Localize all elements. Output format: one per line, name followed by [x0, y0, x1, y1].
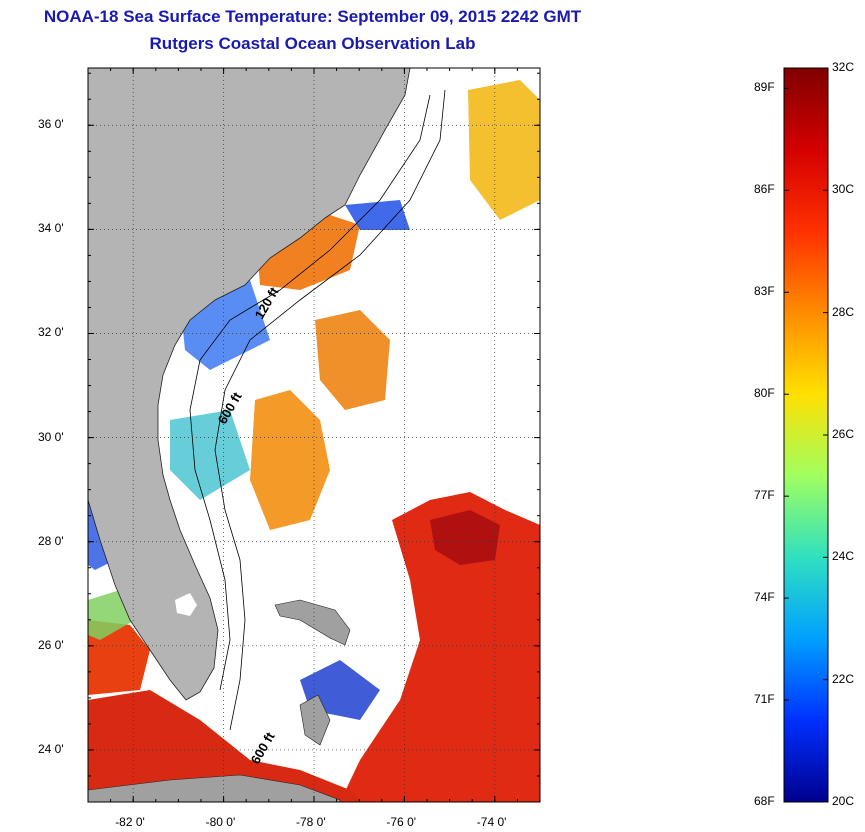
sst-patch-yellow-ne — [468, 80, 540, 220]
colorbar-fahrenheit-label: 89F — [754, 80, 775, 95]
colorbar-celsius-label: 28C — [832, 304, 855, 319]
island-cuba — [88, 774, 341, 802]
lon-tick-label: -74 0' — [476, 815, 507, 829]
colorbar-fahrenheit-label: 68F — [754, 794, 775, 808]
colorbar-celsius-label: 26C — [832, 427, 855, 441]
lat-tick-label: 30 0' — [38, 429, 64, 444]
lon-tick-label: -78 0' — [296, 815, 326, 829]
lat-tick-label: 34 0' — [38, 221, 64, 236]
colorbar-celsius-label: 22C — [832, 671, 855, 686]
lat-tick-label: 36 0' — [38, 117, 64, 132]
colorbar-gradient — [783, 67, 829, 803]
lat-tick-label: 26 0' — [38, 637, 64, 652]
graticule — [88, 68, 540, 802]
sst-patch-south-gulf — [88, 690, 360, 802]
colorbar-celsius-label: 20C — [832, 794, 855, 808]
colorbar-fahrenheit-label: 74F — [754, 590, 775, 605]
contour-600ft — [214, 89, 446, 731]
island-grand-bahama — [274, 599, 351, 646]
lon-tick-label: -76 0' — [386, 815, 417, 829]
colorbar-celsius-label: 32C — [832, 60, 855, 74]
colorbar-ticks — [784, 67, 828, 803]
lat-tick-label: 32 0' — [38, 325, 64, 340]
colorbar-celsius-label: 30C — [832, 182, 855, 197]
colorbar-celsius-label: 24C — [832, 549, 855, 564]
sst-patch-southeast — [340, 492, 540, 802]
colorbar-fahrenheit-label: 71F — [754, 692, 775, 707]
lake-okeechobee — [175, 593, 197, 616]
sst-patch-orange-north — [258, 215, 360, 290]
axis-ticks — [88, 68, 540, 802]
lat-tick-label: 24 0' — [38, 741, 64, 756]
island-andros — [299, 694, 331, 746]
sst-patch-darkred — [430, 510, 500, 565]
colorbar-fahrenheit-label: 80F — [754, 386, 775, 401]
sst-patch-orange-mid — [315, 310, 390, 410]
lon-tick-label: -80 0' — [205, 815, 236, 829]
sst-patch-orange-central — [250, 390, 330, 530]
sst-patch-gulf-west — [88, 620, 150, 695]
contour-120ft — [189, 94, 431, 691]
sst-patch-cyan-shelf — [170, 410, 250, 500]
lon-tick-label: -82 0' — [115, 815, 145, 829]
sst-patch-blue-ring-north — [345, 200, 410, 230]
lat-tick-label: 28 0' — [38, 533, 64, 548]
colorbar-fahrenheit-label: 77F — [754, 488, 775, 503]
map-title: NOAA-18 Sea Surface Temperature: Septemb… — [43, 7, 582, 26]
colorbar-fahrenheit-label: 86F — [754, 182, 775, 197]
map-subtitle: Rutgers Coastal Ocean Observation Lab — [149, 34, 476, 53]
colorbar-fahrenheit-label: 83F — [754, 284, 775, 299]
